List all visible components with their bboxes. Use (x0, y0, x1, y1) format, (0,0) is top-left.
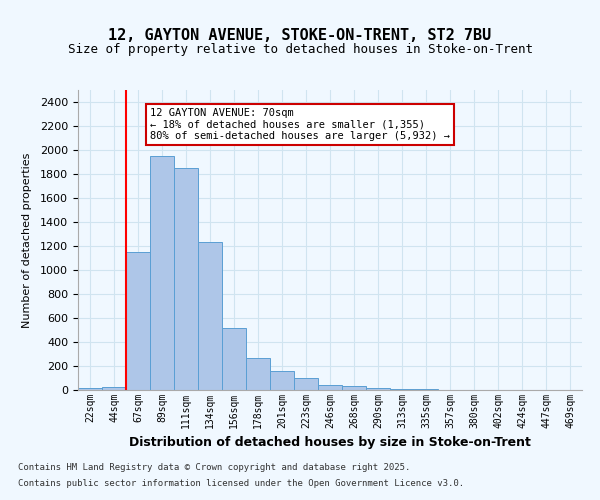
Bar (126, 252, 150, 390)
Text: 12 GAYTON AVENUE: 70sqm
← 18% of detached houses are smaller (1,355)
80% of semi: 12 GAYTON AVENUE: 70sqm ← 18% of detache… (150, 108, 450, 141)
Bar (222, 328, 246, 390)
Bar (390, 389, 414, 390)
Text: 12, GAYTON AVENUE, STOKE-ON-TRENT, ST2 7BU: 12, GAYTON AVENUE, STOKE-ON-TRENT, ST2 7… (109, 28, 491, 42)
Bar (294, 378, 318, 390)
Text: Size of property relative to detached houses in Stoke-on-Trent: Size of property relative to detached ho… (67, 42, 533, 56)
Bar (150, 156, 174, 390)
Text: Contains HM Land Registry data © Crown copyright and database right 2025.: Contains HM Land Registry data © Crown c… (18, 464, 410, 472)
Text: Contains public sector information licensed under the Open Government Licence v3: Contains public sector information licen… (18, 478, 464, 488)
Bar (246, 358, 270, 390)
Bar (270, 372, 294, 390)
Bar (198, 242, 222, 390)
Bar (78, 388, 102, 390)
Bar (318, 384, 342, 390)
Bar (366, 388, 390, 390)
Bar (174, 168, 198, 390)
Y-axis label: Number of detached properties: Number of detached properties (22, 152, 32, 328)
Bar (102, 387, 126, 390)
Bar (342, 386, 366, 390)
X-axis label: Distribution of detached houses by size in Stoke-on-Trent: Distribution of detached houses by size … (129, 436, 531, 450)
